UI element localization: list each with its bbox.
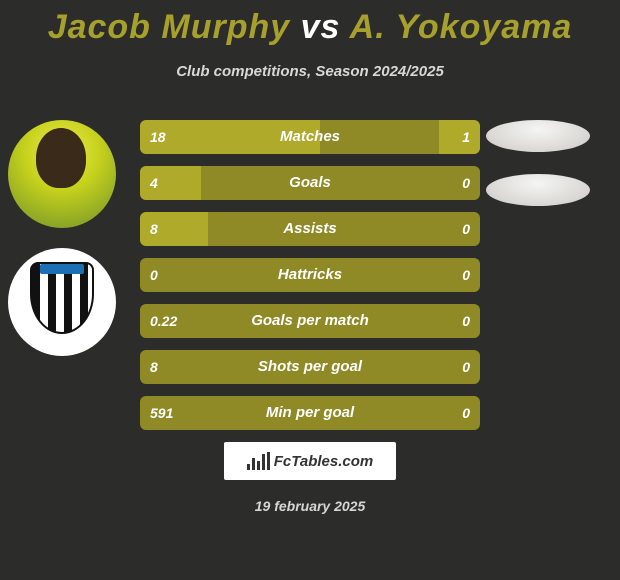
- stat-label: Min per goal: [140, 396, 480, 430]
- stat-label: Goals per match: [140, 304, 480, 338]
- subtitle: Club competitions, Season 2024/2025: [0, 63, 620, 80]
- stat-row: 00Hattricks: [140, 258, 480, 292]
- brand-logo: FcTables.com: [224, 442, 396, 480]
- stat-row: 0.220Goals per match: [140, 304, 480, 338]
- stat-label: Goals: [140, 166, 480, 200]
- stat-label: Hattricks: [140, 258, 480, 292]
- player-photo: [8, 120, 116, 228]
- left-avatars-column: [8, 120, 128, 376]
- comparison-stats: 181Matches 40Goals 80Assists 00Hattricks 0.2…: [140, 120, 480, 442]
- stat-row: 40Goals: [140, 166, 480, 200]
- right-pills-column: [486, 120, 606, 228]
- stat-label: Assists: [140, 212, 480, 246]
- placeholder-pill: [486, 174, 590, 206]
- bars-icon: [247, 452, 270, 470]
- footer-date: 19 february 2025: [0, 498, 620, 514]
- stat-row: 181Matches: [140, 120, 480, 154]
- page-title: Jacob Murphy vs A. Yokoyama: [0, 0, 620, 47]
- stat-row: 5910Min per goal: [140, 396, 480, 430]
- brand-text: FcTables.com: [274, 453, 373, 470]
- club-crest: [8, 248, 116, 356]
- stat-label: Matches: [140, 120, 480, 154]
- vs-separator: vs: [301, 8, 341, 46]
- stat-row: 80Assists: [140, 212, 480, 246]
- placeholder-pill: [486, 120, 590, 152]
- stat-row: 80Shots per goal: [140, 350, 480, 384]
- stat-label: Shots per goal: [140, 350, 480, 384]
- player2-name: A. Yokoyama: [350, 8, 573, 46]
- player1-name: Jacob Murphy: [48, 8, 290, 46]
